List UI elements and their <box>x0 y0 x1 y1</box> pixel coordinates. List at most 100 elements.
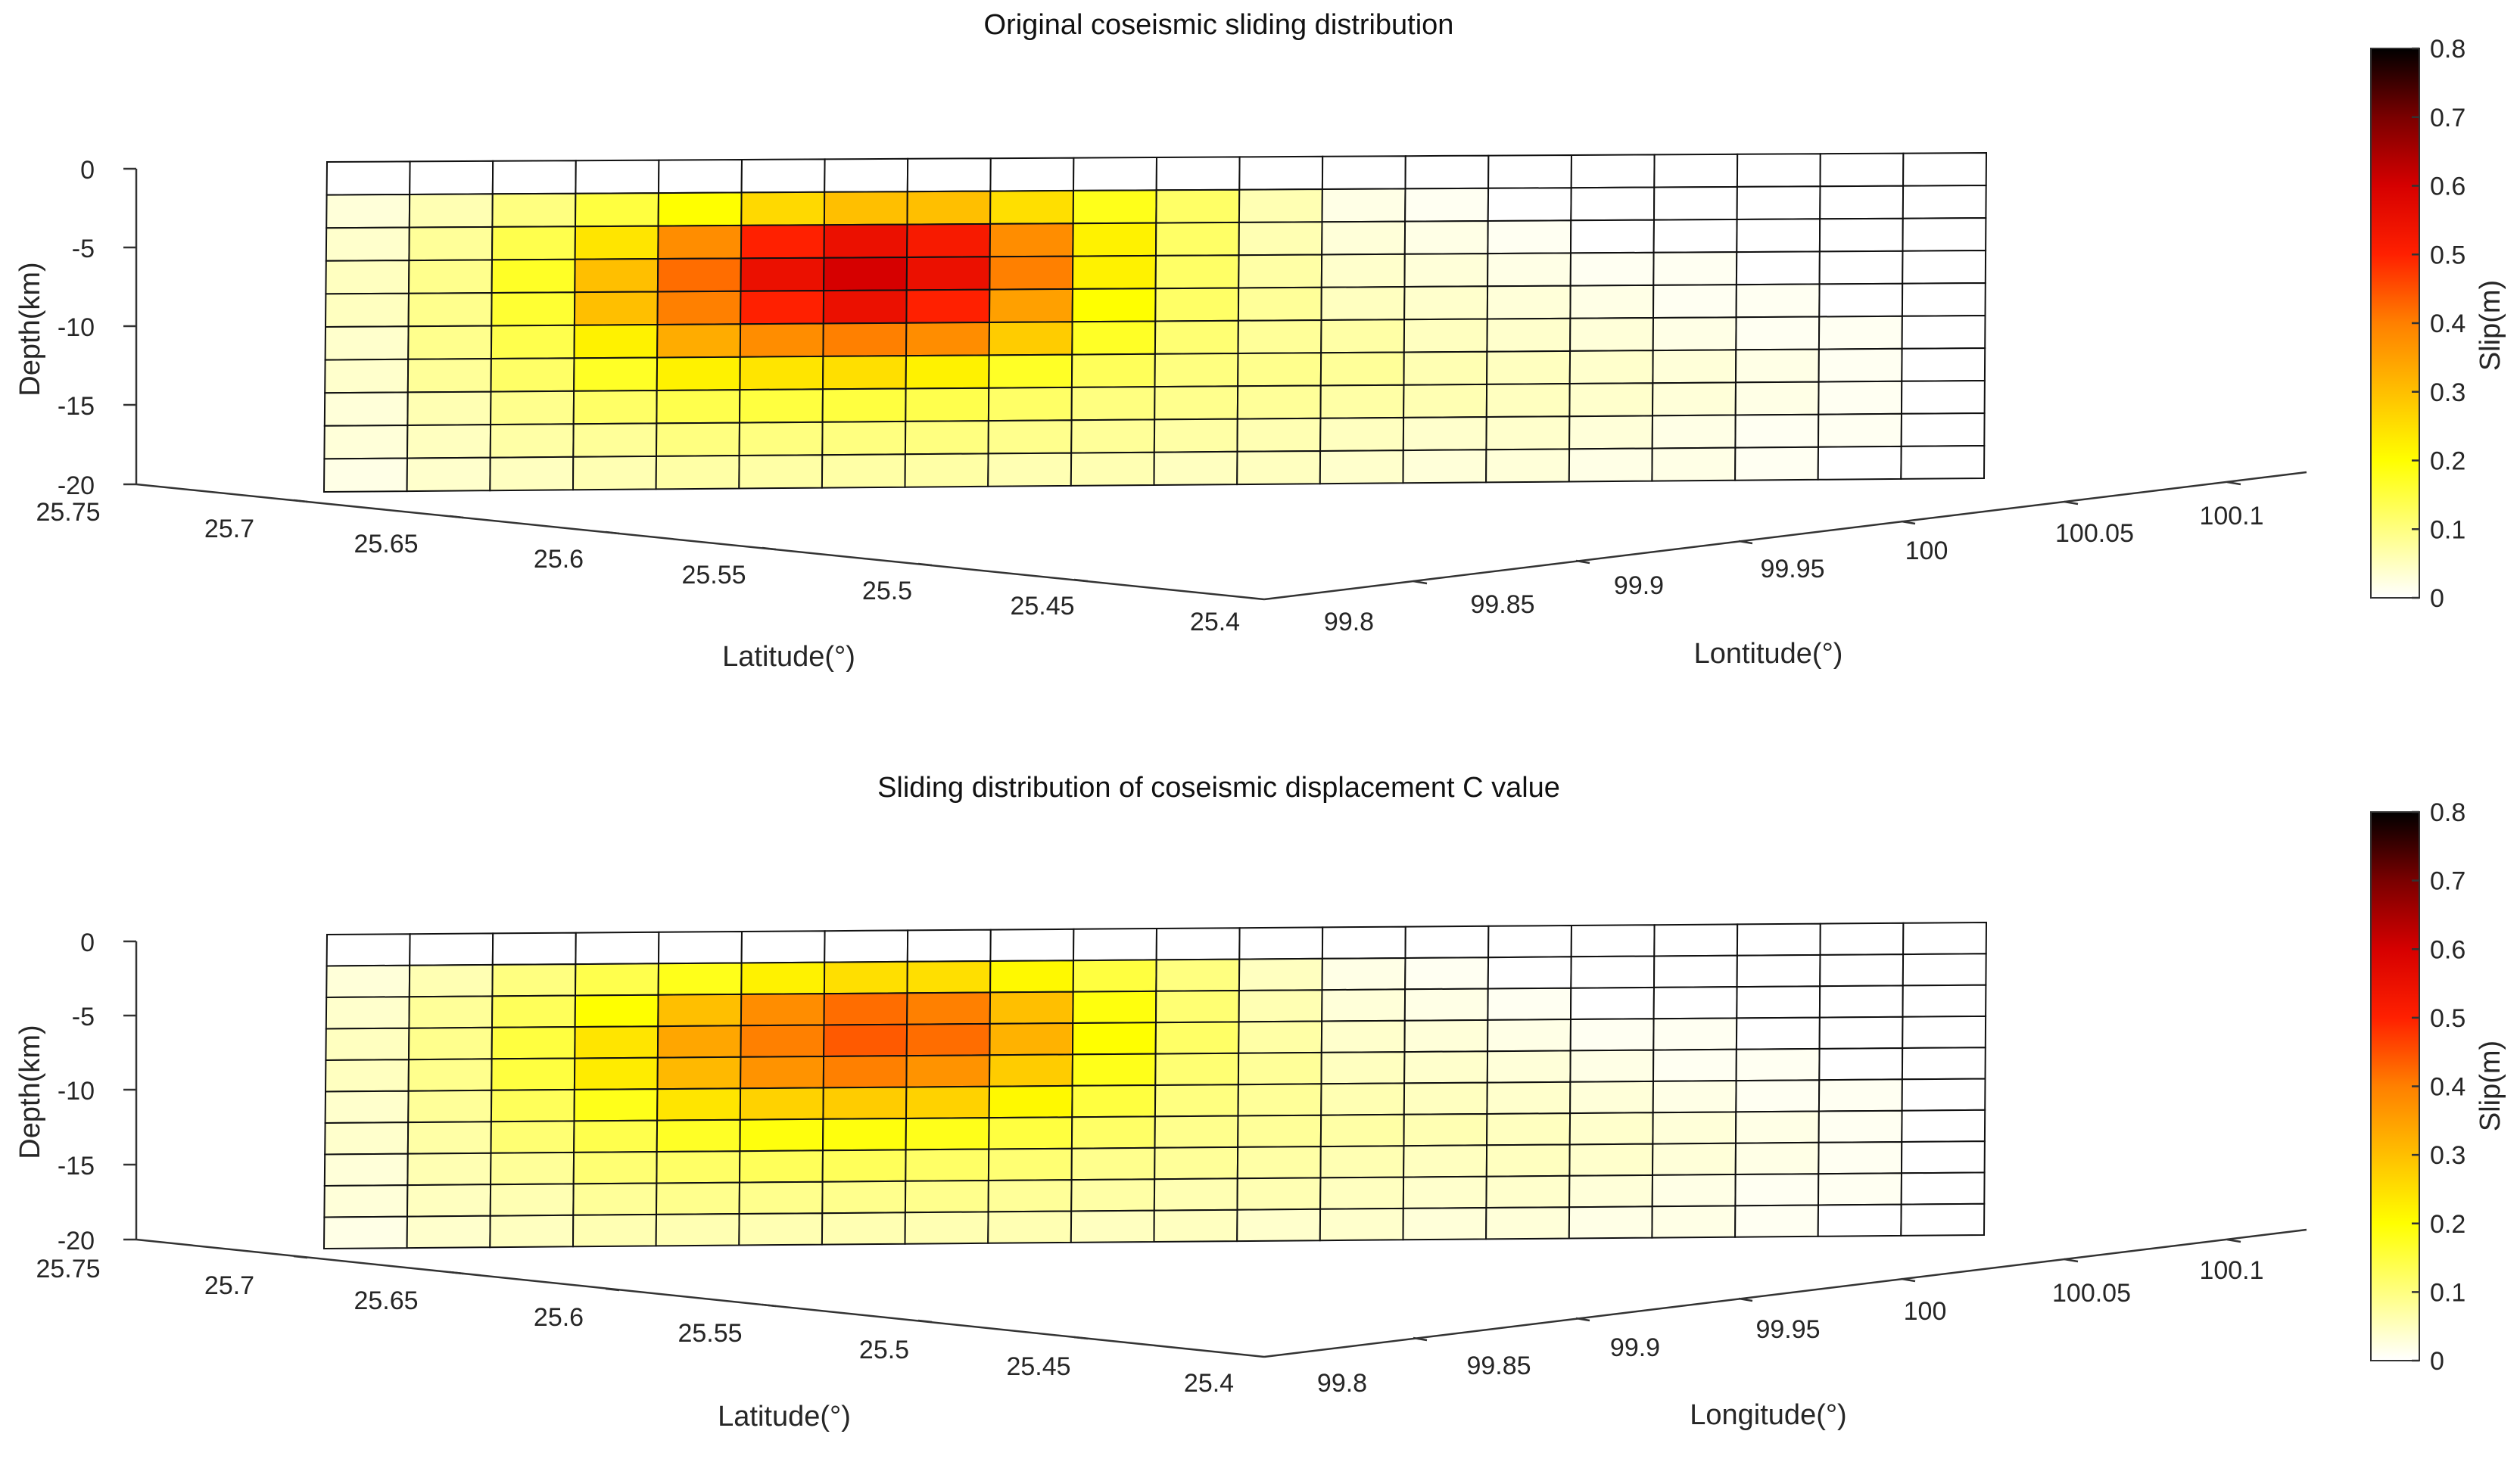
colorbar-tick-label: 0.4 <box>2430 1073 2465 1102</box>
slip-cell <box>1736 218 1821 254</box>
slip-cell <box>1902 151 1988 187</box>
slip-cell <box>408 193 494 229</box>
slip-cell <box>1154 254 1240 290</box>
slip-cell <box>1817 1203 1902 1237</box>
panel-1-latitude-tick-label: 25.6 <box>534 545 584 574</box>
slip-cell <box>1154 1084 1239 1118</box>
slip-cell <box>656 1056 742 1090</box>
slip-cell <box>905 1085 991 1120</box>
slip-cell <box>574 257 659 294</box>
panel-1-latitude-ticks: 25.75 25.7 25.65 25.6 25.55 25.5 25.45 2… <box>36 498 1240 636</box>
slip-cell <box>1652 1017 1738 1051</box>
slip-cell <box>1819 185 1905 220</box>
slip-cell <box>904 453 989 488</box>
slip-cell <box>1485 1174 1571 1209</box>
slip-cell <box>1570 924 1656 958</box>
slip-cell <box>905 354 990 390</box>
slip-cell <box>572 1182 658 1216</box>
slip-cell <box>1485 448 1571 484</box>
slip-cell <box>1319 1113 1405 1148</box>
slip-cell <box>738 1181 824 1215</box>
slip-cell <box>1071 320 1157 356</box>
slip-cell <box>906 222 992 259</box>
slip-cell <box>1236 1146 1322 1180</box>
slip-cell <box>489 456 575 492</box>
slip-cell <box>1072 927 1158 962</box>
slip-cell <box>1734 1110 1820 1144</box>
slip-cell <box>490 1088 575 1123</box>
slip-cell <box>323 391 409 427</box>
slip-cell <box>740 1055 825 1090</box>
slip-cell <box>574 225 659 260</box>
slip-cell <box>739 1118 824 1153</box>
slip-cell <box>1236 1208 1322 1243</box>
slip-cell <box>1404 154 1490 190</box>
slip-cell <box>740 993 825 1027</box>
panel-2-zlabel: Longitude(°) <box>1690 1399 1846 1431</box>
slip-cell <box>1321 988 1406 1022</box>
slip-cell <box>1155 156 1241 191</box>
slip-cell <box>1070 451 1155 487</box>
slip-cell <box>1653 923 1739 957</box>
slip-cell <box>1237 286 1322 322</box>
slip-cell <box>1154 1052 1240 1087</box>
slip-cell <box>1569 251 1655 287</box>
slip-cell <box>1072 959 1157 993</box>
panel-1-longitude-tick-label: 99.85 <box>1470 590 1534 619</box>
slip-cell <box>1569 1049 1655 1083</box>
slip-cell <box>987 386 1073 422</box>
slip-cell <box>1319 416 1405 453</box>
slip-cell <box>822 1086 908 1120</box>
panel-2-depth-tick-label: -10 <box>58 1077 95 1106</box>
slip-cell <box>489 1214 575 1249</box>
slip-cell <box>1487 924 1573 959</box>
slip-cell <box>1236 450 1322 486</box>
panel-1-colorbar-label: Slip(m) <box>2475 280 2506 371</box>
slip-cell <box>905 256 991 291</box>
slip-cell <box>1568 382 1654 418</box>
panel-1-longitude-tick-label: 100 <box>1905 537 1948 565</box>
colorbar-tick-label: 0.4 <box>2430 310 2465 338</box>
slip-cell <box>490 390 575 426</box>
slip-cell <box>988 288 1074 324</box>
slip-cell <box>407 357 492 394</box>
slip-cell <box>1818 1016 1904 1050</box>
slip-cell <box>1070 386 1156 422</box>
slip-cell <box>1652 1048 1737 1082</box>
slip-cell <box>574 963 660 997</box>
panel-1-title: Original coseismic sliding distribution <box>984 9 1454 41</box>
slip-cell <box>1402 1206 1487 1241</box>
slip-cell <box>325 226 410 262</box>
slip-cell <box>738 1149 824 1184</box>
slip-cell <box>574 192 660 228</box>
slip-cell <box>489 423 575 459</box>
slip-cell <box>657 993 743 1028</box>
panel-1-depth-tick-label: -10 <box>58 313 95 342</box>
slip-cell <box>1072 156 1158 191</box>
slip-cell <box>1651 1205 1737 1239</box>
slip-cell <box>740 224 825 260</box>
panel-1-depth-tick-label: -20 <box>58 471 95 500</box>
slip-cell <box>407 259 494 294</box>
slip-cell <box>325 260 410 295</box>
slip-cell <box>1900 1202 1986 1237</box>
slip-cell <box>407 1089 493 1124</box>
slip-cell <box>1320 253 1406 288</box>
panel-2-latitude-tick-label: 25.7 <box>204 1271 254 1300</box>
slip-cell <box>1734 446 1820 481</box>
slip-cell <box>989 157 1075 192</box>
slip-cell <box>821 420 907 456</box>
slip-cell <box>1237 319 1322 355</box>
slip-cell <box>1652 954 1738 988</box>
slip-cell <box>1153 450 1238 487</box>
slip-cell <box>904 1211 989 1245</box>
slip-cell <box>905 1117 990 1151</box>
slip-cell <box>1071 1053 1157 1087</box>
slip-cell <box>1404 957 1490 991</box>
colorbar-tick-label: 0.3 <box>2430 378 2465 407</box>
slip-cell <box>1569 1080 1655 1115</box>
slip-cell <box>1153 1209 1238 1243</box>
slip-cell <box>1901 314 1986 350</box>
slip-cell <box>572 389 658 425</box>
colorbar-tick-label: 0.3 <box>2430 1141 2465 1170</box>
